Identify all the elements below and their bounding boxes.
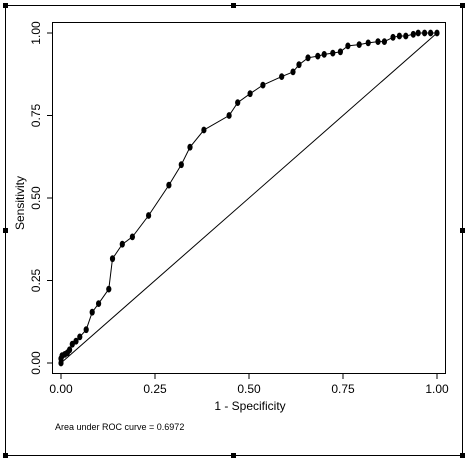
roc-point-21 (226, 112, 232, 119)
roc-point-11 (96, 300, 102, 307)
x-tick-label: 0.50 (237, 382, 261, 396)
frame-handle-top-right[interactable] (460, 3, 465, 8)
roc-point-32 (337, 48, 343, 56)
roc-point-41 (410, 30, 416, 38)
roc-point-28 (305, 54, 311, 62)
auc-annotation: Area under ROC curve = 0.6972 (55, 422, 184, 432)
roc-point-5 (67, 346, 73, 354)
roc-point-17 (166, 181, 172, 189)
roc-point-12 (106, 285, 112, 293)
roc-point-44 (428, 29, 434, 37)
roc-point-23 (247, 90, 253, 98)
roc-point-45 (434, 29, 440, 37)
roc-point-36 (375, 38, 381, 45)
roc-point-16 (146, 212, 152, 219)
roc-point-35 (365, 39, 371, 47)
y-tick-label: 0.25 (29, 268, 43, 292)
roc-point-13 (109, 255, 116, 263)
reference-diagonal-line (60, 32, 438, 364)
y-tick-label: 0.75 (29, 103, 43, 127)
roc-point-9 (83, 326, 89, 334)
y-tick-label: 1.00 (29, 21, 43, 45)
roc-point-25 (279, 73, 285, 80)
roc-point-42 (415, 29, 421, 37)
x-tick-label: 0.00 (49, 382, 73, 396)
roc-point-31 (330, 49, 336, 57)
roc-point-15 (129, 233, 135, 241)
frame-handle-top-center[interactable] (231, 3, 236, 8)
x-tick-label: 1.00 (425, 382, 449, 396)
roc-point-40 (403, 32, 409, 40)
frame-handle-top-left[interactable] (3, 3, 8, 8)
roc-point-38 (390, 33, 396, 41)
roc-point-26 (290, 68, 296, 76)
roc-point-34 (356, 41, 362, 48)
y-tick-label: 0.00 (29, 351, 43, 375)
y-tick-label: 0.50 (29, 186, 43, 210)
roc-point-29 (315, 52, 321, 60)
roc-point-33 (345, 42, 351, 50)
roc-points (58, 29, 440, 367)
roc-point-43 (422, 29, 428, 37)
roc-point-20 (201, 126, 207, 134)
roc-point-8 (77, 333, 83, 341)
roc-point-7 (73, 337, 79, 345)
roc-point-24 (260, 81, 266, 89)
roc-point-14 (119, 240, 125, 248)
x-axis-title: 1 - Specificity (214, 399, 285, 413)
roc-point-39 (396, 32, 402, 40)
frame-handle-bottom-center[interactable] (231, 453, 236, 458)
roc-point-10 (89, 308, 95, 316)
roc-point-19 (187, 143, 193, 151)
frame-handle-bottom-right[interactable] (460, 453, 465, 458)
outer-frame (5, 5, 463, 456)
roc-point-37 (381, 38, 387, 45)
frame-handle-middle-left[interactable] (3, 228, 8, 233)
roc-point-22 (235, 99, 241, 106)
x-tick-label: 0.25 (143, 382, 167, 396)
roc-point-30 (321, 51, 327, 58)
roc-point-27 (296, 61, 302, 69)
frame-handle-middle-right[interactable] (460, 228, 465, 233)
x-tick-label: 0.75 (331, 382, 355, 396)
roc-point-18 (178, 161, 184, 169)
frame-handle-bottom-left[interactable] (3, 453, 8, 458)
y-axis-title: Sensitivity (13, 176, 27, 230)
